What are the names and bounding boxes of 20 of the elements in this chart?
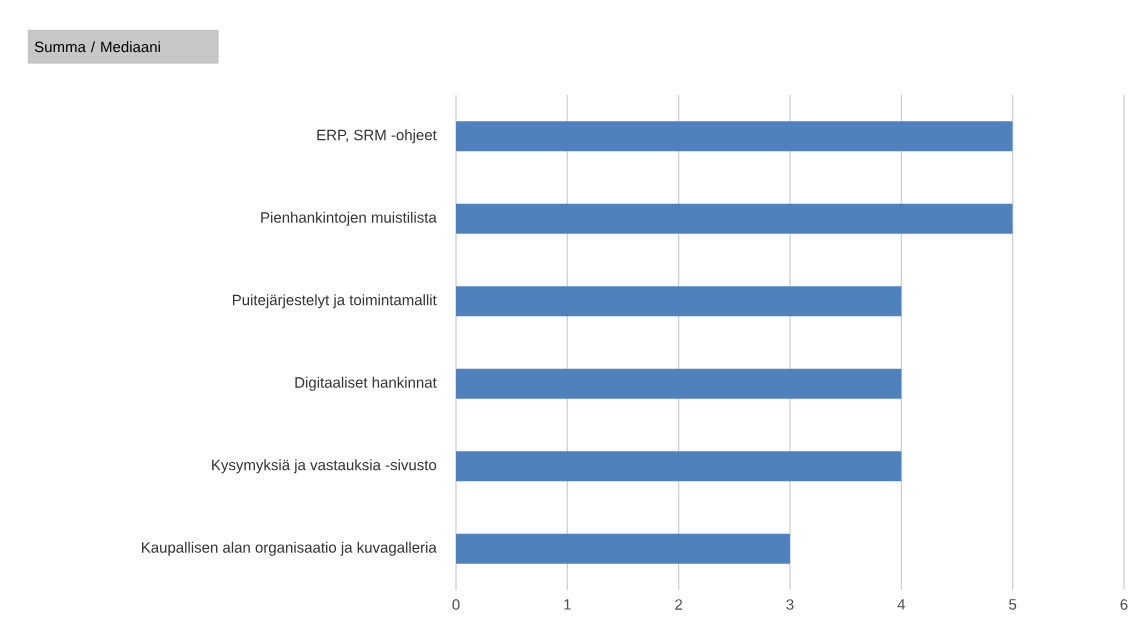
x-tick-label: 4 bbox=[897, 599, 906, 610]
x-tick-label: 2 bbox=[675, 599, 683, 610]
y-tick-label: Pienhankintojen muistilista bbox=[261, 211, 437, 226]
bar bbox=[456, 121, 1013, 152]
bar bbox=[456, 286, 902, 317]
y-tick-label: Puitejärjestelyt ja toimintamallit bbox=[232, 294, 437, 309]
bar bbox=[456, 368, 902, 399]
y-tick-label: Kaupallisen alan organisaatio ja kuvagalleria bbox=[142, 541, 437, 556]
bar bbox=[456, 533, 790, 564]
x-tick-label: 0 bbox=[452, 599, 460, 610]
x-tick-label: 6 bbox=[1120, 599, 1128, 610]
y-tick-label: ERP, SRM -ohjeet bbox=[317, 129, 437, 144]
x-tick-label: 3 bbox=[786, 599, 794, 610]
x-tick-label: 5 bbox=[1009, 599, 1017, 610]
bar bbox=[456, 203, 1013, 234]
text: Summa / Mediaani bbox=[34, 41, 160, 53]
x-tick-label: 1 bbox=[564, 599, 571, 610]
y-tick-label: Digitaaliset hankinnat bbox=[295, 376, 437, 391]
y-tick-label: Kysymyksiä ja vastauksia -sivusto bbox=[212, 459, 437, 474]
bar bbox=[456, 451, 902, 482]
